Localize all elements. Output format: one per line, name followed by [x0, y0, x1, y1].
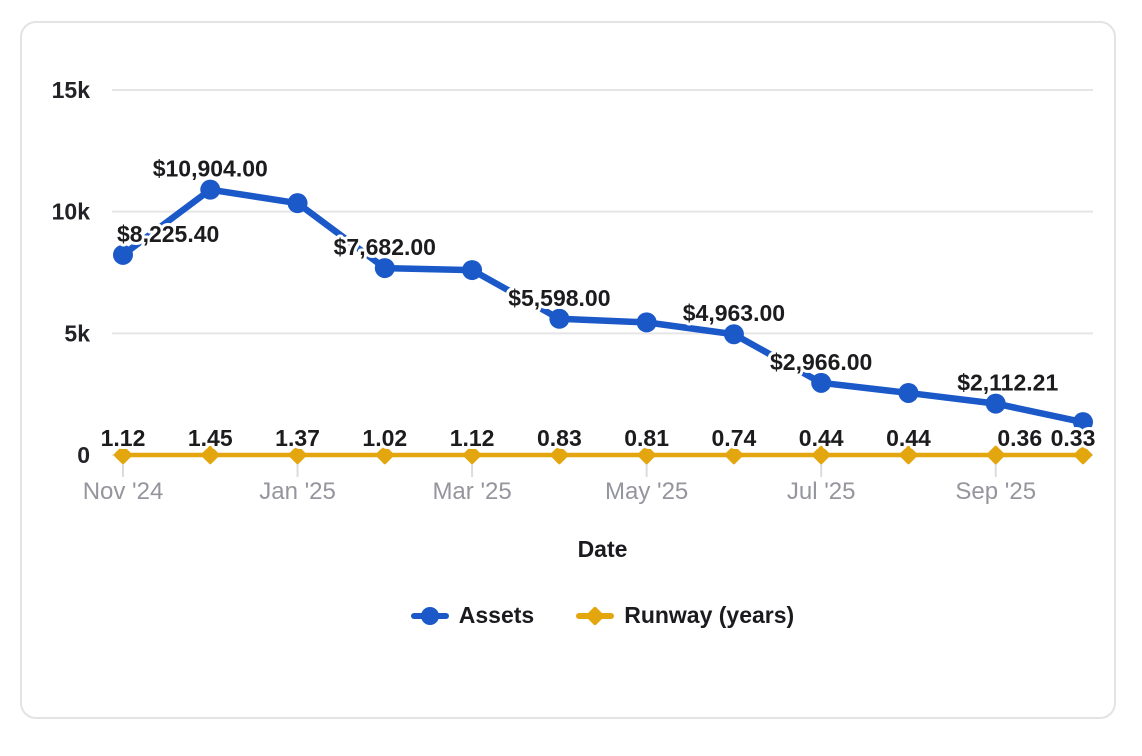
- assets-point[interactable]: [113, 244, 133, 265]
- assets-point-label: $5,598.00: [508, 285, 610, 311]
- assets-point-label: $4,963.00: [683, 300, 785, 326]
- runway-point-label: 0.74: [712, 425, 757, 451]
- assets-point-label: $10,904.00: [153, 156, 268, 182]
- assets-point[interactable]: [723, 324, 744, 345]
- legend-label-runway: Runway (years): [624, 602, 795, 628]
- runway-point[interactable]: [724, 445, 744, 465]
- runway-point-label: 0.36: [997, 425, 1042, 451]
- runway-point[interactable]: [288, 445, 308, 465]
- assets-point-label: $2,112.21: [957, 370, 1058, 396]
- runway-point-label: 1.37: [275, 425, 320, 451]
- runway-point-label: 0.44: [886, 425, 931, 451]
- assets-line: [119, 186, 1087, 426]
- assets-point-label: $7,682.00: [334, 234, 436, 260]
- runway-point[interactable]: [637, 445, 657, 465]
- runway-point-label: 1.45: [188, 425, 233, 451]
- runway-point[interactable]: [811, 445, 831, 465]
- assets-point[interactable]: [811, 372, 832, 393]
- assets-legend-marker-icon: [410, 605, 449, 627]
- assets-point[interactable]: [898, 382, 919, 403]
- legend: Assets Runway (years): [112, 602, 1093, 629]
- runway-point-label: 1.12: [450, 425, 495, 451]
- runway-point[interactable]: [200, 445, 220, 465]
- runway-point-label: 0.33: [1051, 425, 1096, 451]
- y-tick-label: 15k: [52, 77, 91, 103]
- assets-point[interactable]: [985, 393, 1006, 414]
- y-tick-label: 5k: [64, 320, 90, 346]
- x-axis-title: Date: [577, 536, 628, 562]
- assets-point[interactable]: [549, 308, 570, 329]
- runway-point[interactable]: [986, 445, 1006, 465]
- y-tick-label: 0: [77, 442, 90, 468]
- assets-point[interactable]: [374, 258, 395, 279]
- runway-point[interactable]: [375, 445, 395, 465]
- x-tick-label: Mar '25: [432, 478, 511, 505]
- x-tick-label: Sep '25: [955, 478, 1036, 505]
- runway-point-label: 1.02: [362, 425, 407, 451]
- legend-item-assets[interactable]: Assets: [410, 602, 535, 629]
- assets-point[interactable]: [287, 193, 308, 214]
- x-tick-label: Nov '24: [83, 478, 164, 505]
- runway-point[interactable]: [899, 445, 919, 465]
- legend-label-assets: Assets: [458, 602, 535, 628]
- assets-point[interactable]: [200, 179, 221, 200]
- runway-point[interactable]: [113, 445, 133, 465]
- chart-card: [20, 21, 1116, 719]
- runway-point-label: 0.44: [799, 425, 844, 451]
- assets-point[interactable]: [636, 312, 657, 333]
- x-tick-label: May '25: [605, 478, 688, 505]
- runway-point[interactable]: [1073, 445, 1093, 465]
- legend-item-runway[interactable]: Runway (years): [576, 602, 794, 629]
- runway-point-label: 1.12: [101, 425, 146, 451]
- x-tick-label: Jul '25: [787, 478, 856, 505]
- y-tick-label: 10k: [52, 199, 91, 225]
- runway-point[interactable]: [462, 445, 482, 465]
- assets-point[interactable]: [1073, 412, 1093, 433]
- runway-point[interactable]: [549, 445, 569, 465]
- assets-point-label: $2,966.00: [770, 349, 872, 375]
- runway-legend-marker-icon: [576, 605, 615, 627]
- runway-point-label: 0.81: [624, 425, 669, 451]
- x-tick-label: Jan '25: [259, 478, 336, 505]
- assets-point-label: $8,225.40: [117, 221, 219, 247]
- assets-point[interactable]: [462, 260, 483, 281]
- runway-point-label: 0.83: [537, 425, 582, 451]
